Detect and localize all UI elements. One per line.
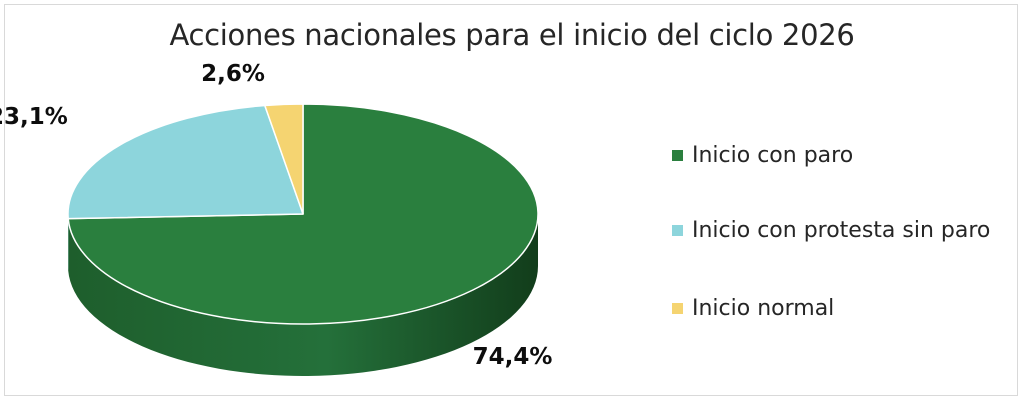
legend-swatch xyxy=(672,225,683,236)
data-label-inicio-con-paro: 74,4% xyxy=(473,344,553,370)
slice-side-inicio-con-paro xyxy=(68,214,538,376)
legend-item-inicio-con-paro: Inicio con paro xyxy=(672,143,853,168)
legend-item-inicio-con-protesta-sin-paro: Inicio con protesta sin paro xyxy=(672,218,990,243)
data-label-inicio-con-protesta-sin-paro: 23,1% xyxy=(0,104,68,130)
slice-inicio-con-protesta-sin-paro xyxy=(67,104,304,220)
slice-inicio-normal xyxy=(264,103,304,215)
legend-label: Inicio normal xyxy=(692,296,835,321)
legend-label: Inicio con paro xyxy=(692,143,854,168)
chart-title: Acciones nacionales para el inicio del c… xyxy=(169,18,855,52)
data-label-inicio-normal: 2,6% xyxy=(201,61,265,87)
legend-label: Inicio con protesta sin paro xyxy=(692,218,991,243)
legend-swatch xyxy=(672,303,683,314)
legend-swatch xyxy=(672,150,683,161)
legend-item-inicio-normal: Inicio normal xyxy=(672,296,834,321)
